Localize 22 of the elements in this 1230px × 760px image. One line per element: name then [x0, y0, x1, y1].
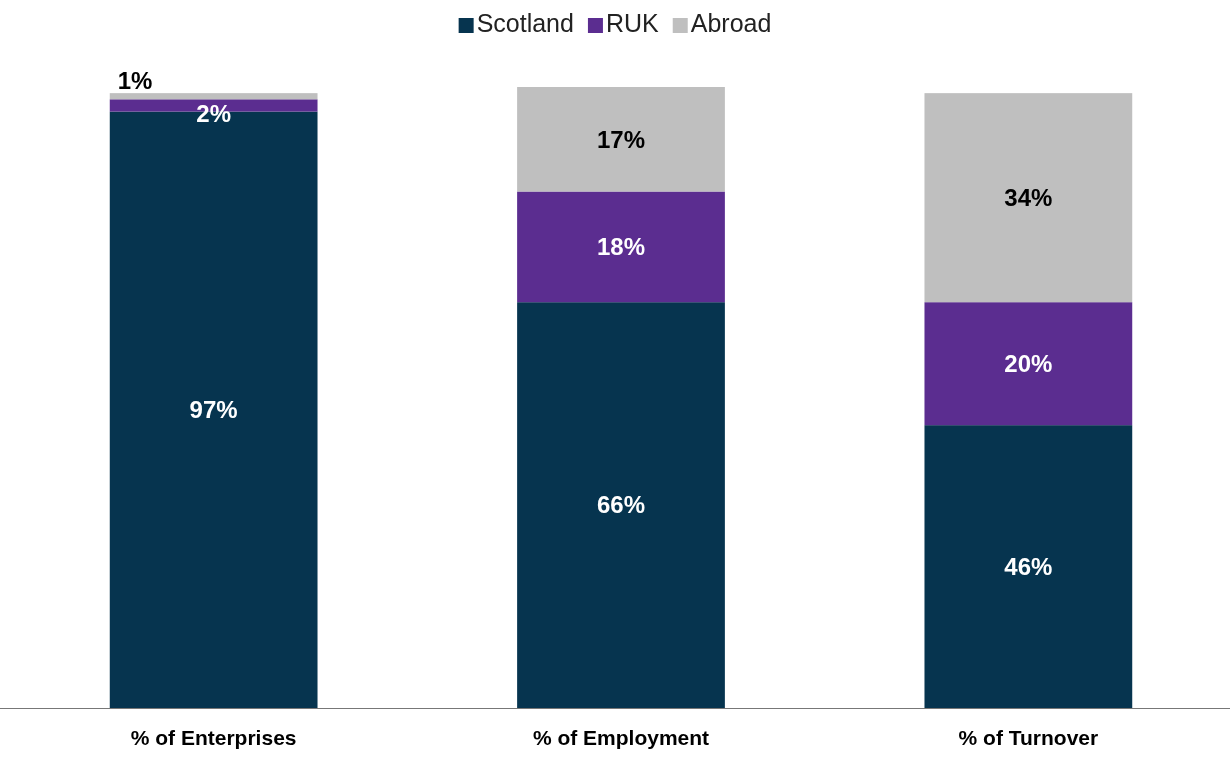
bar	[517, 302, 725, 708]
data-label: 20%	[1004, 350, 1053, 378]
bar	[924, 302, 1133, 426]
data-label: 34%	[1004, 184, 1053, 212]
data-label: 97%	[189, 396, 238, 424]
bar	[517, 87, 725, 192]
legend-label: RUK	[605, 9, 660, 37]
data-label: 17%	[596, 125, 646, 153]
data-label: 1%	[117, 67, 153, 95]
data-label: 18%	[596, 233, 646, 261]
bar	[924, 93, 1133, 303]
bar	[924, 425, 1133, 708]
bar	[517, 191, 725, 303]
legend-label: Scotland	[476, 9, 574, 37]
data-label: 2%	[196, 100, 231, 128]
x-tick-label: % of Employment	[532, 725, 710, 749]
bar	[109, 93, 318, 100]
data-label: 66%	[596, 491, 646, 519]
x-tick-label: % of Enterprises	[130, 725, 297, 749]
legend-label: Abroad	[690, 9, 772, 37]
x-tick-label: % of Turnover	[958, 725, 1099, 749]
data-label: 46%	[1004, 552, 1053, 580]
